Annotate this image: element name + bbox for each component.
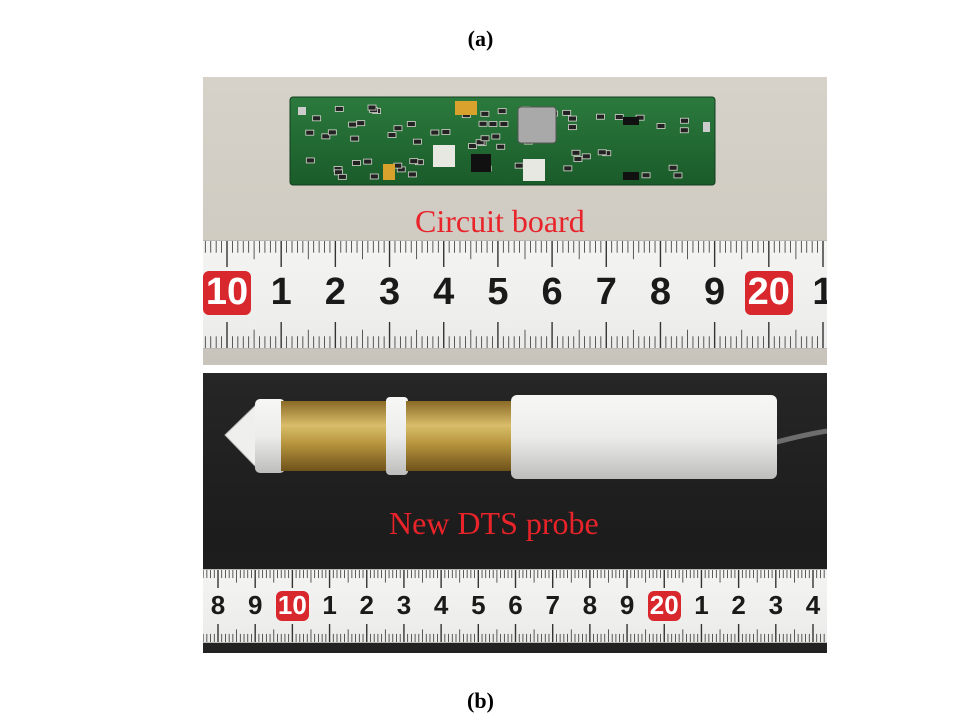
photo-circuit-board: 10 1 2 3 4 5 6 7 8 9 20 1 Circuit board: [203, 77, 827, 365]
tape-number: 3: [396, 590, 412, 620]
dts-probe-image: [224, 395, 827, 479]
tape-number: 2: [359, 590, 374, 620]
tape-number: 3: [378, 271, 401, 313]
tape-number: 9: [247, 590, 263, 620]
tape-number: 20: [745, 271, 793, 315]
tape-ticks: [204, 241, 824, 348]
tape-number: 3: [768, 590, 784, 620]
tape-number: 1: [270, 271, 292, 313]
tape-number: 8: [210, 590, 226, 620]
tape-number: 5: [471, 590, 486, 620]
photo-dts-probe: 8 9 10 1 2 3 4 5 6 7 8 9 20 1 2 3 4 New DTS probe: [203, 373, 827, 653]
tape-number: 7: [545, 590, 560, 620]
tape-number: 4: [805, 590, 821, 620]
tape-number: 8: [649, 271, 672, 313]
tape-number: 2: [731, 590, 746, 620]
figure-label-a: (a): [467, 26, 494, 51]
tape-number: 9: [704, 271, 726, 313]
tape-number: 1: [694, 590, 709, 620]
circuit-board-image: [289, 96, 716, 186]
tape-number: 8: [582, 590, 598, 620]
tape-number: 6: [508, 590, 523, 620]
tape-number: 10: [276, 590, 309, 621]
caption-dts-probe: New DTS probe: [389, 505, 599, 541]
figure-label-b: (b): [467, 688, 494, 713]
measuring-tape: 8 9 10 1 2 3 4 5 6 7 8 9 20 1 2 3 4: [203, 569, 827, 643]
measuring-tape: 10 1 2 3 4 5 6 7 8 9 20 1: [203, 240, 827, 349]
tape-number: 1: [812, 271, 827, 313]
tape-number: 20: [648, 590, 681, 621]
tape-number: 9: [619, 590, 635, 620]
tape-number: 4: [433, 271, 455, 313]
tape-number: 10: [203, 271, 251, 315]
tape-ticks: [203, 570, 825, 642]
tape-number: 4: [433, 590, 449, 620]
tape-number: 6: [541, 271, 563, 313]
tape-number: 5: [487, 271, 509, 313]
tape-number: 2: [324, 271, 346, 313]
tape-number: 7: [595, 271, 617, 313]
tape-number: 1: [322, 590, 337, 620]
caption-circuit-board: Circuit board: [415, 203, 585, 239]
